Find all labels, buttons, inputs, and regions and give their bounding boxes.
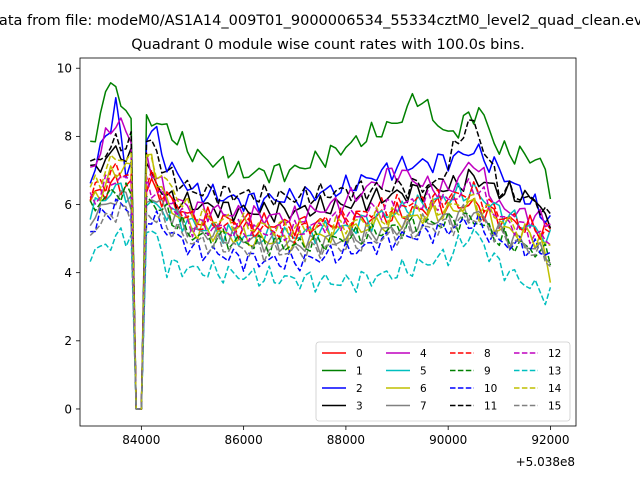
x-tick-label: 90000 [429, 433, 467, 447]
x-tick-label: 92000 [531, 433, 569, 447]
legend-label-1: 1 [356, 365, 363, 377]
legend-label-13: 13 [548, 365, 561, 377]
series-line-1 [90, 82, 552, 410]
series-line-2 [89, 96, 552, 410]
y-tick-label: 10 [57, 62, 72, 76]
x-tick-label: 84000 [122, 433, 160, 447]
legend-label-4: 4 [420, 348, 427, 360]
legend-label-11: 11 [484, 400, 497, 412]
series-line-15 [89, 203, 551, 410]
legend-label-6: 6 [420, 383, 427, 395]
series-line-3 [90, 145, 552, 410]
legend-label-12: 12 [548, 348, 561, 360]
legend-label-9: 9 [484, 365, 491, 377]
legend-label-0: 0 [356, 348, 363, 360]
legend-label-14: 14 [548, 383, 562, 395]
x-offset-label: +5.038e8 [516, 455, 575, 469]
legend-label-8: 8 [484, 348, 491, 360]
series-line-10 [90, 198, 551, 410]
legend-label-5: 5 [420, 365, 427, 377]
legend-label-3: 3 [356, 400, 363, 412]
y-tick-label: 6 [64, 198, 72, 212]
legend-label-7: 7 [420, 400, 427, 412]
legend-label-2: 2 [356, 383, 363, 395]
y-tick-label: 0 [64, 402, 72, 416]
y-tick-label: 2 [64, 334, 72, 348]
plot-frame [79, 57, 577, 427]
legend-label-15: 15 [548, 400, 561, 412]
legend-box [315, 341, 571, 422]
series-line-11 [89, 119, 551, 410]
series-layer [89, 82, 552, 410]
legend-label-10: 10 [484, 383, 497, 395]
x-tick-label: 86000 [225, 433, 263, 447]
series-line-14 [89, 152, 551, 410]
x-tick-label: 88000 [327, 433, 365, 447]
series-line-13 [89, 227, 552, 410]
series-line-6 [89, 153, 552, 410]
chart-suptitle: Data from file: modeM0/AS1A14_009T01_900… [0, 13, 640, 29]
y-tick-label: 4 [64, 266, 72, 280]
chart-title: Quadrant 0 module wise count rates with … [131, 37, 525, 53]
series-line-7 [89, 190, 551, 410]
y-tick-label: 8 [64, 130, 72, 144]
